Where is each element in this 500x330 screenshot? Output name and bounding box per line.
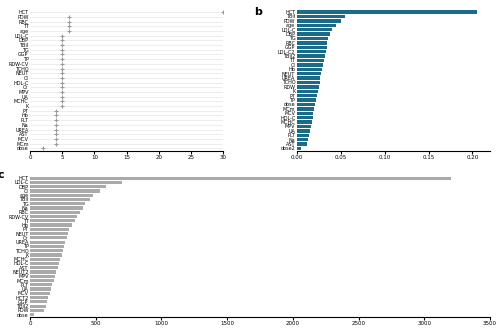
Bar (296, 125, 311, 128)
Bar (296, 116, 312, 119)
Bar (296, 63, 323, 67)
Text: c: c (0, 170, 4, 181)
Bar (296, 77, 320, 80)
Bar (296, 147, 301, 150)
Bar (296, 46, 326, 49)
Bar (30, 309, 44, 312)
Bar (296, 138, 308, 141)
Bar (296, 94, 317, 97)
Bar (30, 249, 63, 252)
Bar (30, 207, 82, 210)
Bar (296, 81, 320, 84)
Bar (296, 32, 330, 36)
Bar (30, 258, 60, 261)
Bar (30, 241, 66, 244)
Bar (296, 129, 310, 133)
Bar (296, 24, 337, 27)
Bar (296, 19, 341, 22)
Bar (30, 296, 48, 299)
Bar (30, 177, 450, 180)
Bar (296, 54, 325, 58)
Bar (30, 185, 106, 188)
Bar (30, 215, 78, 218)
Bar (296, 143, 308, 146)
Bar (30, 275, 55, 278)
Bar (296, 72, 322, 75)
Bar (296, 107, 314, 111)
Bar (296, 50, 326, 53)
Bar (30, 223, 72, 227)
Bar (296, 98, 316, 102)
Bar (30, 245, 64, 248)
Bar (30, 270, 56, 274)
Bar (30, 232, 68, 235)
Bar (296, 68, 322, 71)
Bar (30, 236, 67, 240)
Bar (296, 134, 309, 137)
Bar (30, 305, 46, 308)
Bar (296, 41, 328, 45)
Bar (296, 90, 318, 93)
Bar (30, 198, 90, 201)
Bar (30, 313, 34, 316)
Bar (296, 11, 477, 14)
Bar (296, 112, 314, 115)
Bar (30, 287, 51, 291)
Bar (296, 120, 312, 124)
Bar (30, 194, 93, 197)
Bar (30, 211, 80, 214)
Bar (296, 15, 345, 18)
Bar (30, 253, 62, 256)
Bar (296, 28, 332, 31)
Bar (296, 103, 315, 106)
Bar (30, 219, 74, 222)
Bar (30, 181, 122, 184)
Bar (296, 85, 318, 88)
Text: b: b (254, 7, 262, 17)
Bar (30, 228, 70, 231)
Bar (30, 266, 58, 269)
Bar (30, 262, 59, 265)
Bar (296, 59, 324, 62)
Bar (30, 300, 47, 304)
Bar (30, 292, 50, 295)
Bar (30, 202, 85, 205)
Bar (30, 283, 52, 286)
Bar (30, 279, 54, 282)
Bar (30, 189, 100, 192)
Bar (296, 37, 328, 40)
